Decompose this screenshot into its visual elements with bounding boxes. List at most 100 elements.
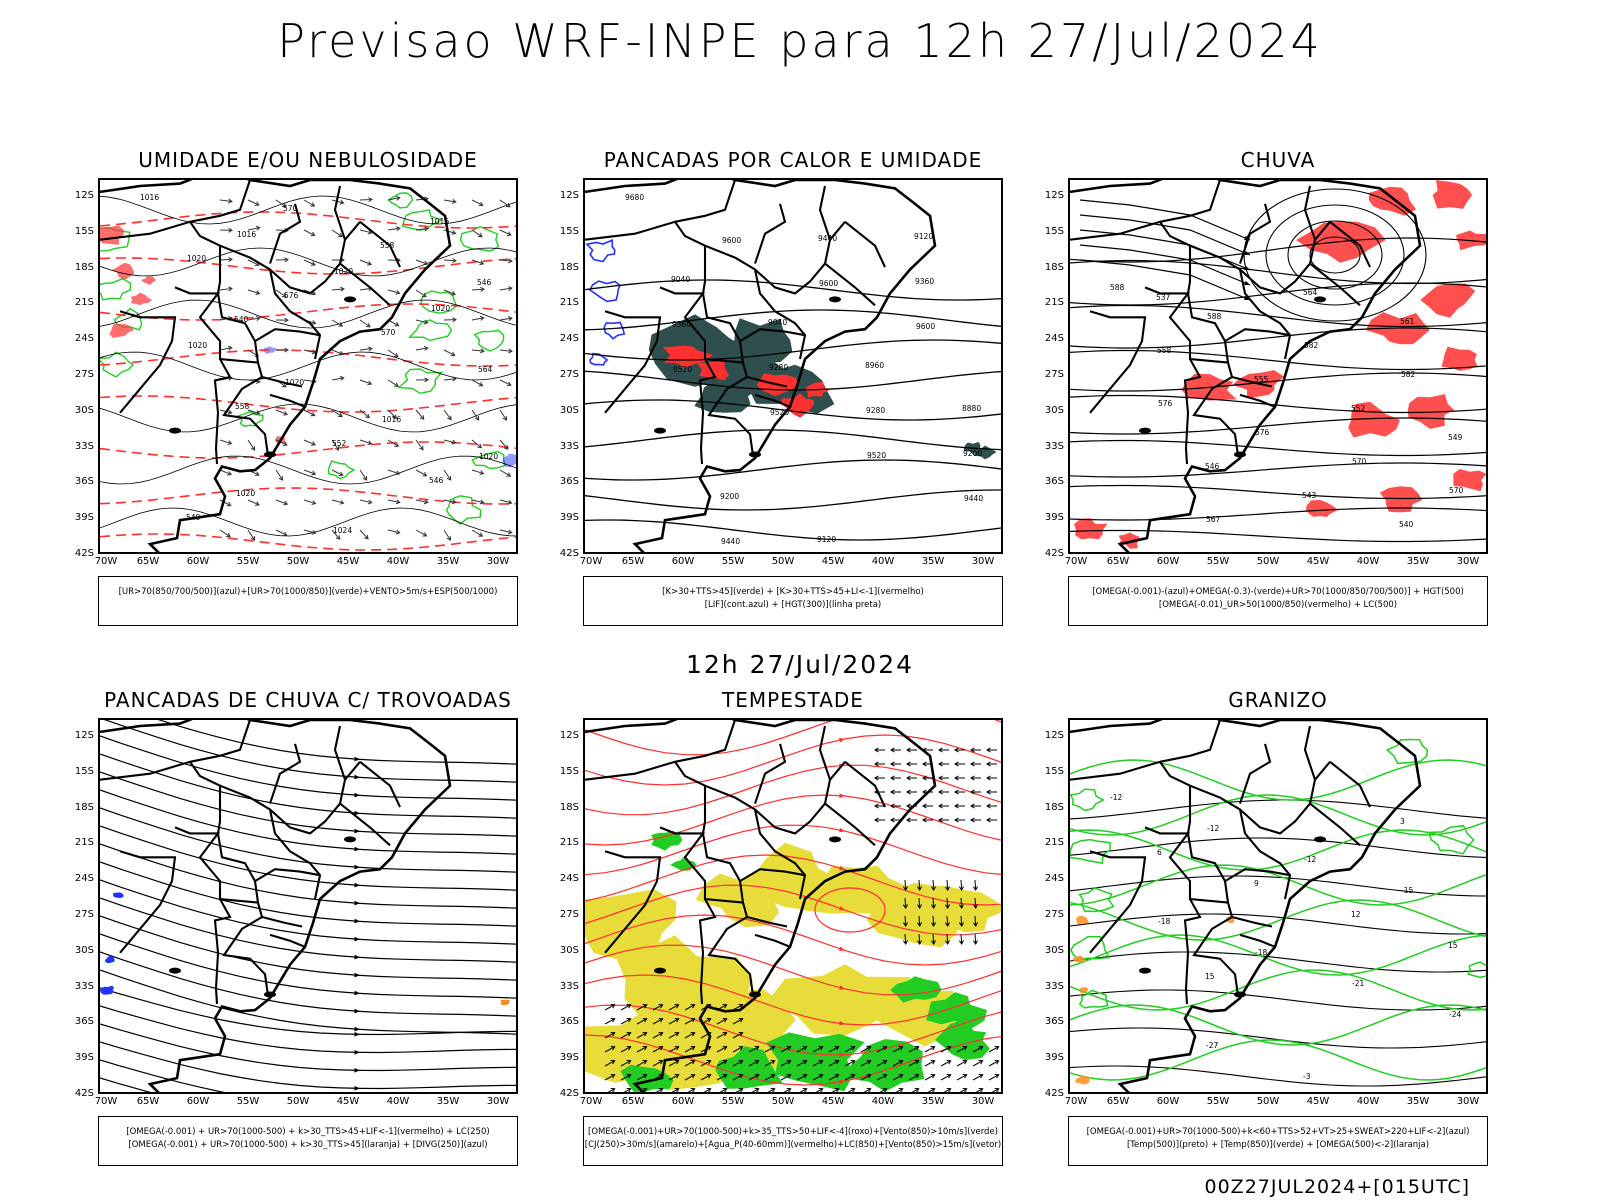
wind-vector-head bbox=[954, 747, 959, 753]
wind-vector bbox=[876, 1060, 887, 1067]
geography-layer bbox=[1070, 720, 1422, 1092]
temp-500-contour bbox=[1070, 951, 1486, 973]
wind-vector bbox=[359, 409, 370, 418]
wind-vector-head bbox=[250, 536, 256, 541]
wind-vector-head bbox=[902, 904, 908, 909]
wind-vector-head bbox=[255, 410, 261, 415]
streamline-arrow bbox=[354, 882, 360, 888]
wind-vector-head bbox=[986, 817, 991, 823]
wind-vector bbox=[652, 1046, 663, 1053]
contour-label: 9280 bbox=[866, 406, 885, 415]
wind-vector-head bbox=[954, 789, 959, 795]
wind-vector bbox=[860, 1060, 871, 1067]
political-border bbox=[1239, 203, 1272, 264]
latitude-tick-label: 15S bbox=[559, 225, 579, 237]
wind-vector-head bbox=[422, 472, 428, 477]
longitude-tick-label: 35W bbox=[921, 556, 945, 567]
wind-vector-head bbox=[906, 761, 911, 767]
divergence-area bbox=[105, 955, 115, 963]
political-border bbox=[674, 720, 736, 763]
wind-vector bbox=[415, 529, 427, 537]
wind-vector-head bbox=[834, 1074, 840, 1079]
lake bbox=[654, 967, 666, 974]
wind-vector bbox=[471, 379, 483, 387]
wind-vector-head bbox=[480, 348, 485, 354]
streamline bbox=[585, 854, 1001, 906]
political-border bbox=[100, 220, 270, 456]
wind-vector bbox=[988, 1074, 999, 1081]
wind-vector-head bbox=[938, 761, 943, 767]
wind-vector bbox=[668, 1004, 679, 1011]
wind-vector-head bbox=[505, 202, 511, 208]
wind-vector-head bbox=[850, 1074, 856, 1079]
political-border bbox=[753, 269, 807, 360]
latitude-tick-label: 36S bbox=[74, 476, 94, 488]
latitude-tick-label: 18S bbox=[1044, 261, 1064, 273]
wind-vector bbox=[331, 439, 339, 451]
wind-vector bbox=[247, 227, 260, 231]
latitude-tick-label: 18S bbox=[74, 261, 94, 273]
wind-vector bbox=[471, 409, 480, 421]
wind-vector-head bbox=[944, 904, 950, 909]
wind-vector-head bbox=[423, 319, 429, 325]
political-border bbox=[746, 375, 788, 388]
latitude-tick-label: 21S bbox=[1044, 837, 1064, 849]
wind-vector-head bbox=[874, 775, 879, 781]
wind-vector-head bbox=[642, 1074, 648, 1079]
longitude-tick-label: 65W bbox=[1106, 556, 1130, 567]
panel-title: TEMPESTADE bbox=[722, 688, 864, 712]
streamline-arrow bbox=[354, 1085, 360, 1091]
humidity-area bbox=[100, 277, 132, 301]
streamline-arrow bbox=[354, 972, 360, 978]
wind-vector bbox=[946, 933, 949, 945]
map-canvas: 9680 9600 9600 9600 9520 9520 9520 9440 9440 9440… bbox=[585, 180, 1001, 552]
wind-vector-head bbox=[690, 1088, 696, 1092]
panel-title: PANCADAS DE CHUVA C/ TROVOADAS bbox=[104, 688, 512, 712]
wind-vector-head bbox=[972, 886, 978, 891]
temp-850-area bbox=[1070, 788, 1105, 812]
wind-vector-head bbox=[452, 258, 457, 264]
thickness-contour bbox=[100, 211, 516, 229]
wind-vector-head bbox=[446, 536, 452, 541]
wind-850-area bbox=[670, 855, 697, 871]
wind-vector-head bbox=[364, 534, 369, 540]
political-border bbox=[754, 743, 787, 804]
longitude-tick-label: 40W bbox=[1356, 556, 1380, 567]
wind-vector-head bbox=[834, 1088, 840, 1092]
thickness-contour bbox=[100, 257, 516, 275]
political-border bbox=[1183, 358, 1202, 465]
contour-label: 9520 bbox=[673, 365, 692, 374]
latitude-tick-label: 12S bbox=[74, 729, 94, 741]
omega-area bbox=[1076, 915, 1090, 925]
political-border bbox=[604, 310, 662, 414]
panel-pancadas-calor: PANCADAS POR CALOR E UMIDADE 9680 9600 9600… bbox=[560, 148, 1003, 638]
wind-vector-head bbox=[367, 499, 373, 505]
wind-vector-head bbox=[944, 922, 950, 927]
wind-vector-head bbox=[972, 922, 978, 927]
wind-vector bbox=[443, 469, 452, 481]
wind-vector-head bbox=[446, 475, 452, 481]
wind-vector-head bbox=[339, 199, 345, 205]
wind-vector bbox=[974, 897, 977, 909]
wind-vector bbox=[904, 879, 907, 891]
wind-vector-head bbox=[994, 1074, 1000, 1079]
latitude-tick-label: 24S bbox=[559, 873, 579, 885]
contour-label: 1020 bbox=[187, 254, 206, 263]
political-border bbox=[261, 915, 303, 928]
wind-vector-head bbox=[283, 410, 289, 416]
wind-vector-head bbox=[284, 347, 289, 353]
panel-legend: [K>30+TTS>45](verde) + [K>30+TTS>45+LI<-… bbox=[583, 576, 1003, 626]
wind-vector bbox=[415, 198, 428, 201]
wind-vector-head bbox=[478, 381, 484, 387]
wind-vector bbox=[219, 439, 232, 445]
streamline-arrow bbox=[839, 737, 845, 743]
wind-vector-head bbox=[642, 1088, 648, 1092]
streamline bbox=[100, 951, 516, 1017]
geopotential-contour bbox=[1070, 529, 1486, 543]
wind-vector bbox=[716, 1032, 727, 1039]
wind-vector-head bbox=[642, 1004, 648, 1009]
wind-vector bbox=[219, 347, 232, 351]
wind-vector bbox=[359, 469, 367, 481]
wind-850-area bbox=[651, 831, 683, 851]
lake bbox=[749, 991, 761, 998]
